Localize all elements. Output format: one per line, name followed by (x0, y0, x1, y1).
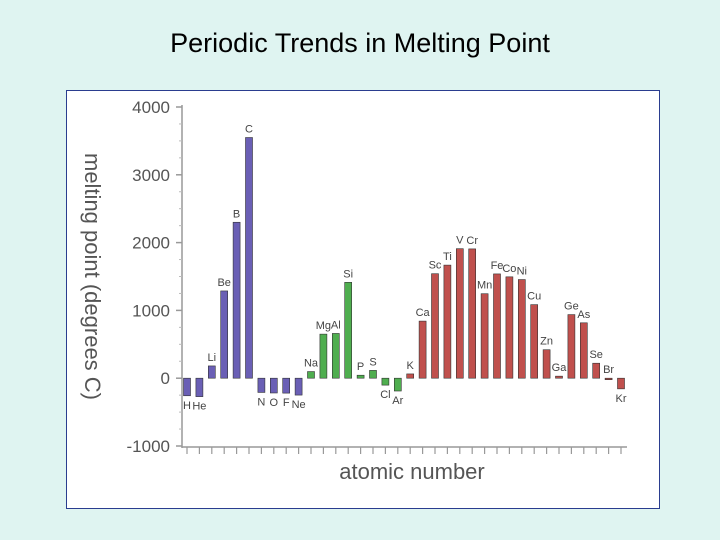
bar-Sc (431, 273, 439, 379)
y-axis-title: melting point (degrees C) (80, 153, 105, 400)
element-label-Kr: Kr (616, 393, 627, 405)
element-label-C: C (245, 124, 253, 136)
y-axis: -1000 0 1000 2000 3000 4000 (127, 98, 183, 456)
bar-S (369, 370, 377, 379)
element-label-V: V (456, 235, 464, 247)
element-label-Ga: Ga (552, 362, 568, 374)
y-tick-label: 4000 (132, 98, 170, 117)
y-tick-label: -1000 (127, 437, 170, 456)
bar-N (257, 377, 266, 393)
bar-Ti (443, 264, 452, 379)
element-label-Be: Be (217, 277, 230, 289)
element-label-O: O (270, 397, 279, 409)
element-label-Co: Co (502, 263, 516, 275)
element-label-He: He (192, 401, 206, 413)
element-label-Br: Br (603, 364, 614, 376)
bar-Ni (517, 279, 526, 379)
bar-Cu (530, 304, 539, 379)
bar-K (406, 373, 415, 379)
bar-V (455, 248, 464, 379)
element-label-Li: Li (208, 352, 217, 364)
bar-C (245, 137, 253, 379)
bar-He (195, 377, 204, 397)
bar-Mg (319, 333, 328, 379)
element-label-Al: Al (331, 319, 341, 331)
element-label-Ti: Ti (443, 251, 452, 263)
element-label-Ge: Ge (564, 301, 579, 313)
bar-Ge (567, 314, 576, 379)
element-label-H: H (183, 400, 191, 412)
element-label-Cl: Cl (380, 389, 390, 401)
element-label-N: N (257, 396, 265, 408)
element-label-K: K (407, 360, 415, 372)
element-label-Ne: Ne (292, 399, 306, 411)
bar-Ne (294, 377, 303, 396)
x-axis (182, 446, 627, 454)
bar-Ca (418, 320, 427, 379)
element-label-Zn: Zn (540, 336, 553, 348)
bar-Cl (381, 377, 390, 386)
element-label-Ar: Ar (392, 395, 403, 407)
y-tick-label: 0 (161, 369, 170, 388)
element-label-Si: Si (343, 268, 353, 280)
bar-Na (307, 371, 315, 379)
y-tick-label: 1000 (132, 301, 170, 320)
bar-Fe (493, 273, 501, 379)
element-label-Se: Se (589, 349, 602, 361)
element-label-Cu: Cu (527, 291, 541, 303)
bar-Si (344, 282, 353, 379)
bar-Cr (468, 248, 477, 379)
bar-Ga (555, 375, 563, 379)
element-label-S: S (369, 356, 376, 368)
bar-Be (220, 290, 228, 379)
bar-Se (592, 362, 601, 379)
element-label-Fe: Fe (491, 260, 504, 272)
element-label-Mg: Mg (316, 320, 331, 332)
bar-Li (208, 365, 216, 379)
x-axis-title: atomic number (339, 459, 485, 484)
bar-Al (331, 333, 340, 379)
bar-H (183, 377, 191, 397)
element-label-Sc: Sc (429, 260, 442, 272)
element-label-P: P (357, 361, 364, 373)
bar-Kr (617, 377, 625, 390)
y-tick-label: 2000 (132, 234, 170, 253)
element-label-As: As (577, 309, 590, 321)
bars (183, 137, 625, 397)
bar-P (356, 374, 365, 379)
bar-Zn (542, 349, 551, 379)
bar-Mn (480, 293, 489, 379)
bar-Br (604, 377, 613, 381)
element-label-Mn: Mn (477, 280, 492, 292)
bar-B (232, 221, 241, 379)
chart-frame: -1000 0 1000 2000 3000 4000 H He Li Be B C N O F Ne Na M… (66, 90, 660, 509)
element-label-F: F (283, 397, 290, 409)
bar-Ar (393, 377, 402, 392)
slide-title: Periodic Trends in Melting Point (170, 28, 550, 58)
element-label-Na: Na (304, 358, 319, 370)
bar-As (579, 322, 588, 379)
bar-O (270, 377, 278, 394)
element-label-Ca: Ca (416, 307, 431, 319)
bar-Co (505, 276, 514, 379)
y-tick-label: 3000 (132, 166, 170, 185)
element-label-B: B (233, 208, 240, 220)
melting-point-chart: -1000 0 1000 2000 3000 4000 H He Li Be B C N O F Ne Na M… (80, 98, 627, 484)
element-label-Cr: Cr (466, 235, 478, 247)
bar-F (282, 377, 290, 394)
element-label-Ni: Ni (517, 266, 527, 278)
